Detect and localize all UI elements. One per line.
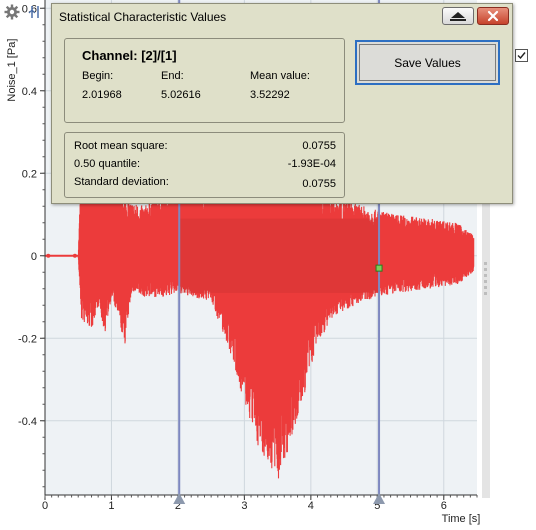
channel-label: Channel: [2]/[1] (82, 48, 177, 63)
close-button[interactable] (477, 7, 509, 25)
y-axis-label: Noise_1 [Pa] (6, 39, 18, 102)
std-value: 0.0755 (302, 178, 336, 190)
cursor-range-band (179, 218, 380, 293)
begin-label: Begin: (82, 70, 114, 82)
statistics-group: Root mean square: 0.0755 0.50 quantile: … (64, 132, 345, 198)
x-axis-label: Time [s] (442, 513, 481, 525)
y-tick-label: 0.4 (22, 86, 37, 98)
x-tick-label: 5 (374, 500, 380, 512)
x-tick-label: 0 (42, 500, 48, 512)
signal-start-point (46, 253, 51, 258)
cursor-tool-icon[interactable] (27, 4, 45, 20)
y-tick-label: 0.2 (22, 168, 37, 180)
mean-value: 3.52292 (250, 89, 290, 101)
checkbox-checked-icon (517, 52, 526, 60)
x-tick-label: 4 (308, 500, 314, 512)
signal-series (77, 119, 475, 479)
cursor-point-marker (375, 264, 383, 272)
y-tick-label: -0.4 (18, 416, 37, 428)
x-tick-label: 3 (241, 500, 247, 512)
vertical-scroll-strip[interactable] (482, 204, 490, 498)
std-label: Standard deviation: (74, 176, 169, 188)
rms-label: Root mean square: (74, 140, 168, 152)
collapse-icon (450, 12, 466, 21)
dialog-title: Statistical Characteristic Values (59, 10, 227, 24)
splitter-grip-icon[interactable] (484, 262, 488, 298)
cursor-handle-2 (373, 493, 386, 504)
cursor-handle-1 (173, 493, 186, 504)
x-tick-label: 6 (441, 500, 447, 512)
close-icon (487, 10, 499, 22)
x-tick-label: 2 (175, 500, 181, 512)
rms-value: 0.0755 (302, 140, 336, 152)
begin-value: 2.01968 (82, 89, 122, 101)
end-value: 5.02616 (161, 89, 201, 101)
mean-label: Mean value: (250, 70, 310, 82)
end-label: End: (161, 70, 184, 82)
save-values-label: Save Values (359, 44, 496, 81)
quantile-label: 0.50 quantile: (74, 158, 141, 170)
quantile-value: -1.93E-04 (287, 158, 336, 170)
save-values-button[interactable]: Save Values (355, 40, 500, 85)
display-checkbox[interactable] (515, 49, 528, 62)
signal-onset-point (72, 253, 77, 258)
channel-range-group: Channel: [2]/[1] Begin: End: Mean value:… (64, 38, 345, 123)
collapse-button[interactable] (442, 7, 474, 25)
y-tick-label: 0 (31, 251, 37, 263)
statistics-dialog[interactable]: Statistical Characteristic Values Channe… (51, 3, 513, 204)
gear-icon[interactable] (4, 4, 20, 20)
y-tick-label: -0.2 (18, 333, 37, 345)
y-tick-label: 0.6 (22, 3, 37, 15)
x-tick-label: 1 (108, 500, 114, 512)
